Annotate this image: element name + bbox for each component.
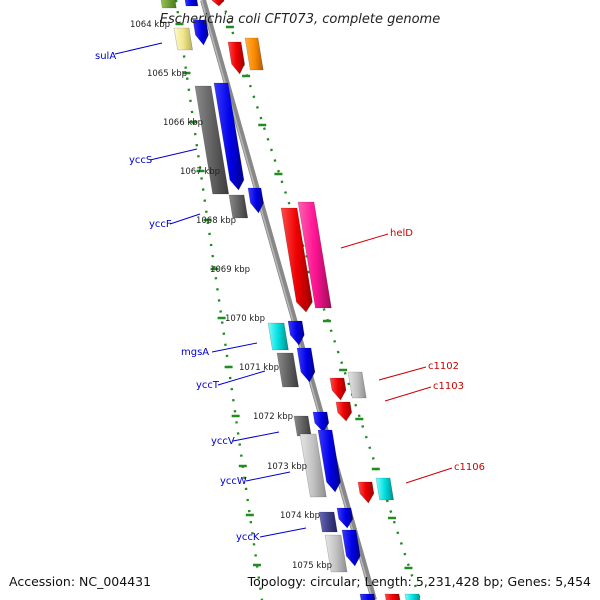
gene-label-sulA: sulA: [95, 51, 116, 62]
ruler-left-dotted: [174, 0, 264, 600]
gene-block-yccf: [228, 194, 249, 219]
gene-block-red: [227, 41, 245, 75]
gene-label-mgsA: mgsA: [181, 347, 209, 358]
gene-block-ycck: [318, 511, 338, 533]
gene-block-red: [384, 593, 401, 600]
gene-block-yccv: [293, 415, 312, 437]
tick-label: 1066 kbp: [163, 118, 203, 128]
gene-label-c1102: c1102: [428, 361, 459, 372]
leader-line-mgsA: [211, 342, 258, 353]
leader-line-c1103: [384, 386, 432, 402]
map-title: Escherichia coli CFT073, complete genome: [160, 12, 440, 27]
gene-block-sula: [173, 27, 193, 51]
gene-block-red: [211, 0, 225, 7]
gene-block-mgsa: [267, 322, 289, 351]
gene-block-blue: [213, 82, 245, 191]
gene-label-yccS: yccS: [129, 155, 152, 166]
gene-block-yccs: [194, 85, 230, 195]
genome-summary-text: Topology: circular; Length: 5,231,428 bp…: [247, 574, 591, 589]
gene-block-cyan: [375, 477, 394, 501]
tick-label: 1064 kbp: [130, 20, 170, 30]
gene-label-helD: helD: [390, 228, 413, 239]
gene-block-blue: [341, 529, 361, 567]
gene-block-blue: [359, 593, 376, 600]
tick-label: 1065 kbp: [147, 69, 187, 79]
gene-block-orange: [244, 37, 264, 71]
tick-label: 1069 kbp: [210, 265, 250, 275]
gene-block-gray: [347, 371, 367, 399]
gene-block-ycct: [276, 352, 299, 388]
tick-label: 1071 kbp: [239, 363, 279, 373]
leader-line-yccW: [245, 471, 291, 482]
gene-labels: sulA yccS yccF mgsA yccT yccV yccW yccK helD c110…: [95, 42, 485, 543]
gene-block-yccw: [299, 433, 327, 498]
gene-label-yccV: yccV: [211, 436, 235, 447]
leader-line-sulA: [114, 42, 163, 55]
leader-line-yccV: [232, 431, 280, 442]
leader-line-yccK: [259, 527, 307, 538]
gene-block-blue: [287, 320, 305, 346]
accession-text: Accession: NC_004431: [9, 574, 152, 589]
gene-label-c1103: c1103: [433, 381, 464, 392]
leader-line-yccF: [169, 213, 201, 225]
tick-label: 1068 kbp: [196, 216, 236, 226]
tick-label: 1073 kbp: [267, 462, 307, 472]
gene-label-yccF: yccF: [149, 219, 172, 230]
leader-line-yccS: [149, 148, 198, 161]
tick-label: 1072 kbp: [253, 412, 293, 422]
leader-line-c1106: [405, 467, 453, 484]
genome-backbone: [200, 0, 377, 600]
gene-block-gray: [324, 534, 348, 573]
tick-label: 1075 kbp: [292, 561, 332, 571]
gene-block-blue: [312, 411, 330, 433]
gene-block-c1102: [329, 377, 347, 401]
gene-block-blue: [247, 187, 264, 214]
tick-labels: 1064 kbp 1065 kbp 1066 kbp 1067 kbp 1068 kbp…: [130, 20, 332, 571]
gene-label-yccW: yccW: [220, 476, 247, 487]
tick-label: 1070 kbp: [225, 314, 265, 324]
gene-label-yccK: yccK: [236, 532, 260, 543]
gene-label-c1106: c1106: [454, 462, 485, 473]
gene-block-blue: [317, 429, 341, 493]
gene-block-c1106: [357, 481, 375, 504]
gene-block-blue: [296, 347, 316, 383]
tick-label: 1074 kbp: [280, 511, 320, 521]
gene-block-olive: [160, 0, 177, 9]
tick-label: 1067 kbp: [180, 167, 220, 177]
leader-line-c1102: [378, 366, 427, 381]
gene-block-c1103: [335, 401, 353, 422]
gene-label-yccT: yccT: [196, 380, 220, 391]
gene-block-blue: [192, 19, 209, 46]
gene-block-blue: [336, 507, 354, 529]
gene-block-cyan: [404, 593, 421, 600]
gene-block-red: [280, 207, 313, 313]
feature-track: [160, 0, 421, 600]
leader-line-yccT: [217, 370, 266, 386]
leader-line-helD: [340, 233, 389, 249]
gene-block-blue: [184, 0, 199, 7]
gene-block-held: [297, 201, 332, 309]
